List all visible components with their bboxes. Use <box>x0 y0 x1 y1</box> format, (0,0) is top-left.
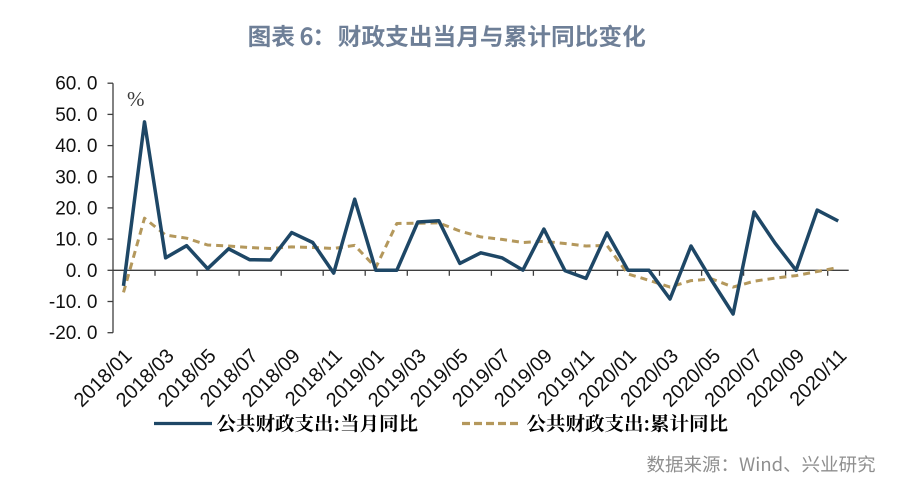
svg-text:40. 0: 40. 0 <box>55 136 97 157</box>
svg-text:0. 0: 0. 0 <box>66 261 98 282</box>
svg-text:-20. 0: -20. 0 <box>49 323 98 344</box>
svg-text:30. 0: 30. 0 <box>55 167 97 188</box>
svg-text:50. 0: 50. 0 <box>55 105 97 126</box>
svg-text:20. 0: 20. 0 <box>55 198 97 219</box>
svg-text:60. 0: 60. 0 <box>55 74 97 95</box>
svg-text:-10. 0: -10. 0 <box>49 292 98 313</box>
svg-text:%: % <box>127 87 145 111</box>
svg-text:10. 0: 10. 0 <box>55 230 97 251</box>
